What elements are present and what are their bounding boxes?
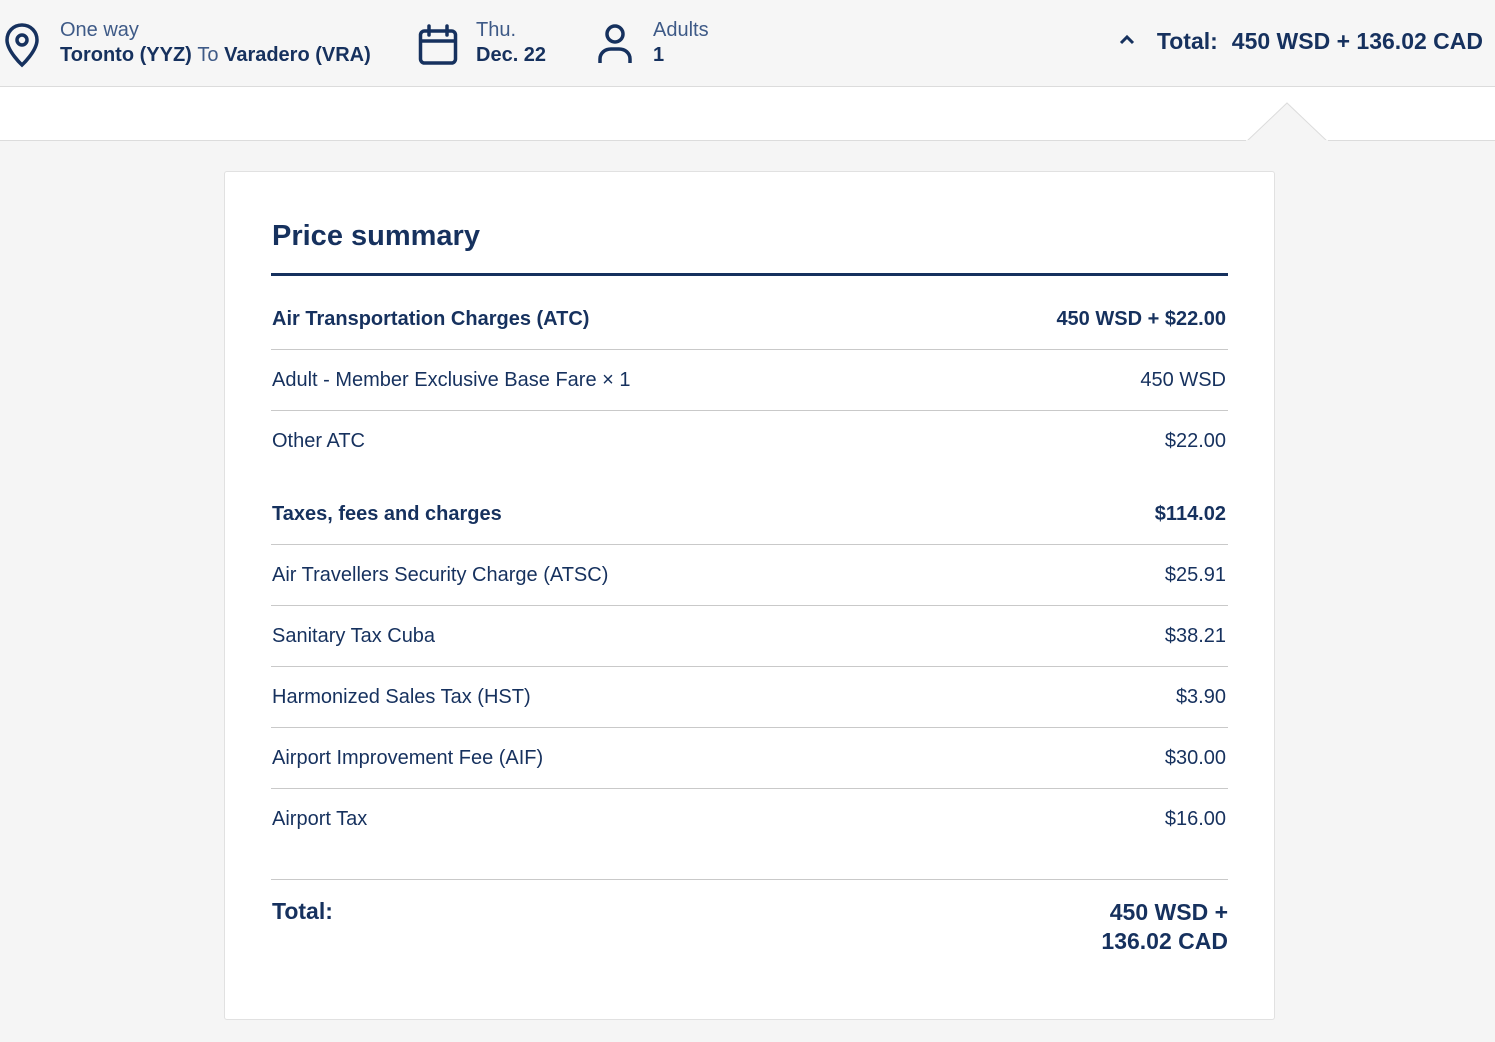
row-label: Airport Tax — [272, 807, 368, 830]
calendar-icon — [418, 24, 458, 65]
dropdown-pointer — [1246, 102, 1328, 142]
total-divider — [271, 879, 1228, 880]
taxes-heading-row: Taxes, fees and charges $114.02 — [271, 484, 1228, 545]
price-summary-title: Price summary — [272, 220, 480, 252]
row-amount: $25.91 — [1164, 563, 1226, 586]
tax-row-airport-tax: Airport Tax $16.00 — [271, 789, 1228, 849]
trip-type-label: One way — [60, 19, 139, 41]
origin-airport: Toronto (YYZ) — [60, 44, 192, 66]
price-summary-card: Price summary Air Transportation Charges… — [224, 171, 1275, 1020]
trip-summary-bar: One way Toronto (YYZ) To Varadero (VRA) … — [0, 0, 1495, 87]
atc-heading-amount: 450 WSD + $22.00 — [1056, 307, 1226, 330]
tax-row-hst: Harmonized Sales Tax (HST) $3.90 — [271, 667, 1228, 728]
total-label: Total: — [272, 898, 333, 924]
row-label: Adult - Member Exclusive Base Fare × 1 — [272, 368, 631, 391]
tax-row-atsc: Air Travellers Security Charge (ATSC) $2… — [271, 545, 1228, 606]
row-amount: 450 WSD — [1140, 368, 1226, 391]
route-text: Toronto (YYZ) To Varadero (VRA) — [60, 42, 371, 68]
row-amount: $3.90 — [1175, 685, 1226, 708]
location-pin-icon — [5, 23, 39, 68]
taxes-heading-amount: $114.02 — [1154, 502, 1226, 525]
date-day-label: Thu. — [476, 19, 517, 41]
atc-row-base-fare: Adult - Member Exclusive Base Fare × 1 4… — [271, 350, 1228, 411]
total-value-line1: 450 WSD + — [1109, 899, 1228, 925]
destination-airport: Varadero (VRA) — [224, 44, 371, 66]
total-label-top: Total: — [1156, 28, 1218, 54]
row-amount: $16.00 — [1164, 807, 1226, 830]
total-value: 450 WSD + 136.02 CAD — [1028, 898, 1228, 956]
route-connector: To — [197, 44, 219, 66]
atc-row-other: Other ATC $22.00 — [271, 411, 1228, 471]
title-divider — [271, 273, 1228, 276]
row-label: Harmonized Sales Tax (HST) — [272, 685, 531, 708]
total-value-line2: 136.02 CAD — [1101, 928, 1228, 954]
panel-strip — [0, 87, 1495, 141]
tax-row-sanitary: Sanitary Tax Cuba $38.21 — [271, 606, 1228, 667]
passengers-label: Adults — [653, 19, 709, 41]
passengers-count: 1 — [653, 44, 665, 66]
row-label: Sanitary Tax Cuba — [272, 624, 436, 647]
chevron-up-icon[interactable] — [1118, 33, 1136, 45]
row-amount: $30.00 — [1164, 746, 1226, 769]
row-label: Airport Improvement Fee (AIF) — [272, 746, 544, 769]
taxes-heading: Taxes, fees and charges — [272, 502, 502, 525]
person-icon — [598, 24, 632, 63]
tax-row-aif: Airport Improvement Fee (AIF) $30.00 — [271, 728, 1228, 789]
row-amount: $22.00 — [1164, 429, 1226, 452]
row-label: Other ATC — [272, 429, 365, 452]
atc-heading: Air Transportation Charges (ATC) — [272, 307, 590, 330]
total-toggle[interactable]: Total: 450 WSD + 136.02 CAD — [1157, 28, 1483, 55]
row-label: Air Travellers Security Charge (ATSC) — [272, 563, 609, 586]
date-value: Dec. 22 — [476, 44, 547, 66]
row-amount: $38.21 — [1164, 624, 1226, 647]
atc-heading-row: Air Transportation Charges (ATC) 450 WSD… — [271, 289, 1228, 350]
total-value-top: 450 WSD + 136.02 CAD — [1231, 28, 1483, 54]
